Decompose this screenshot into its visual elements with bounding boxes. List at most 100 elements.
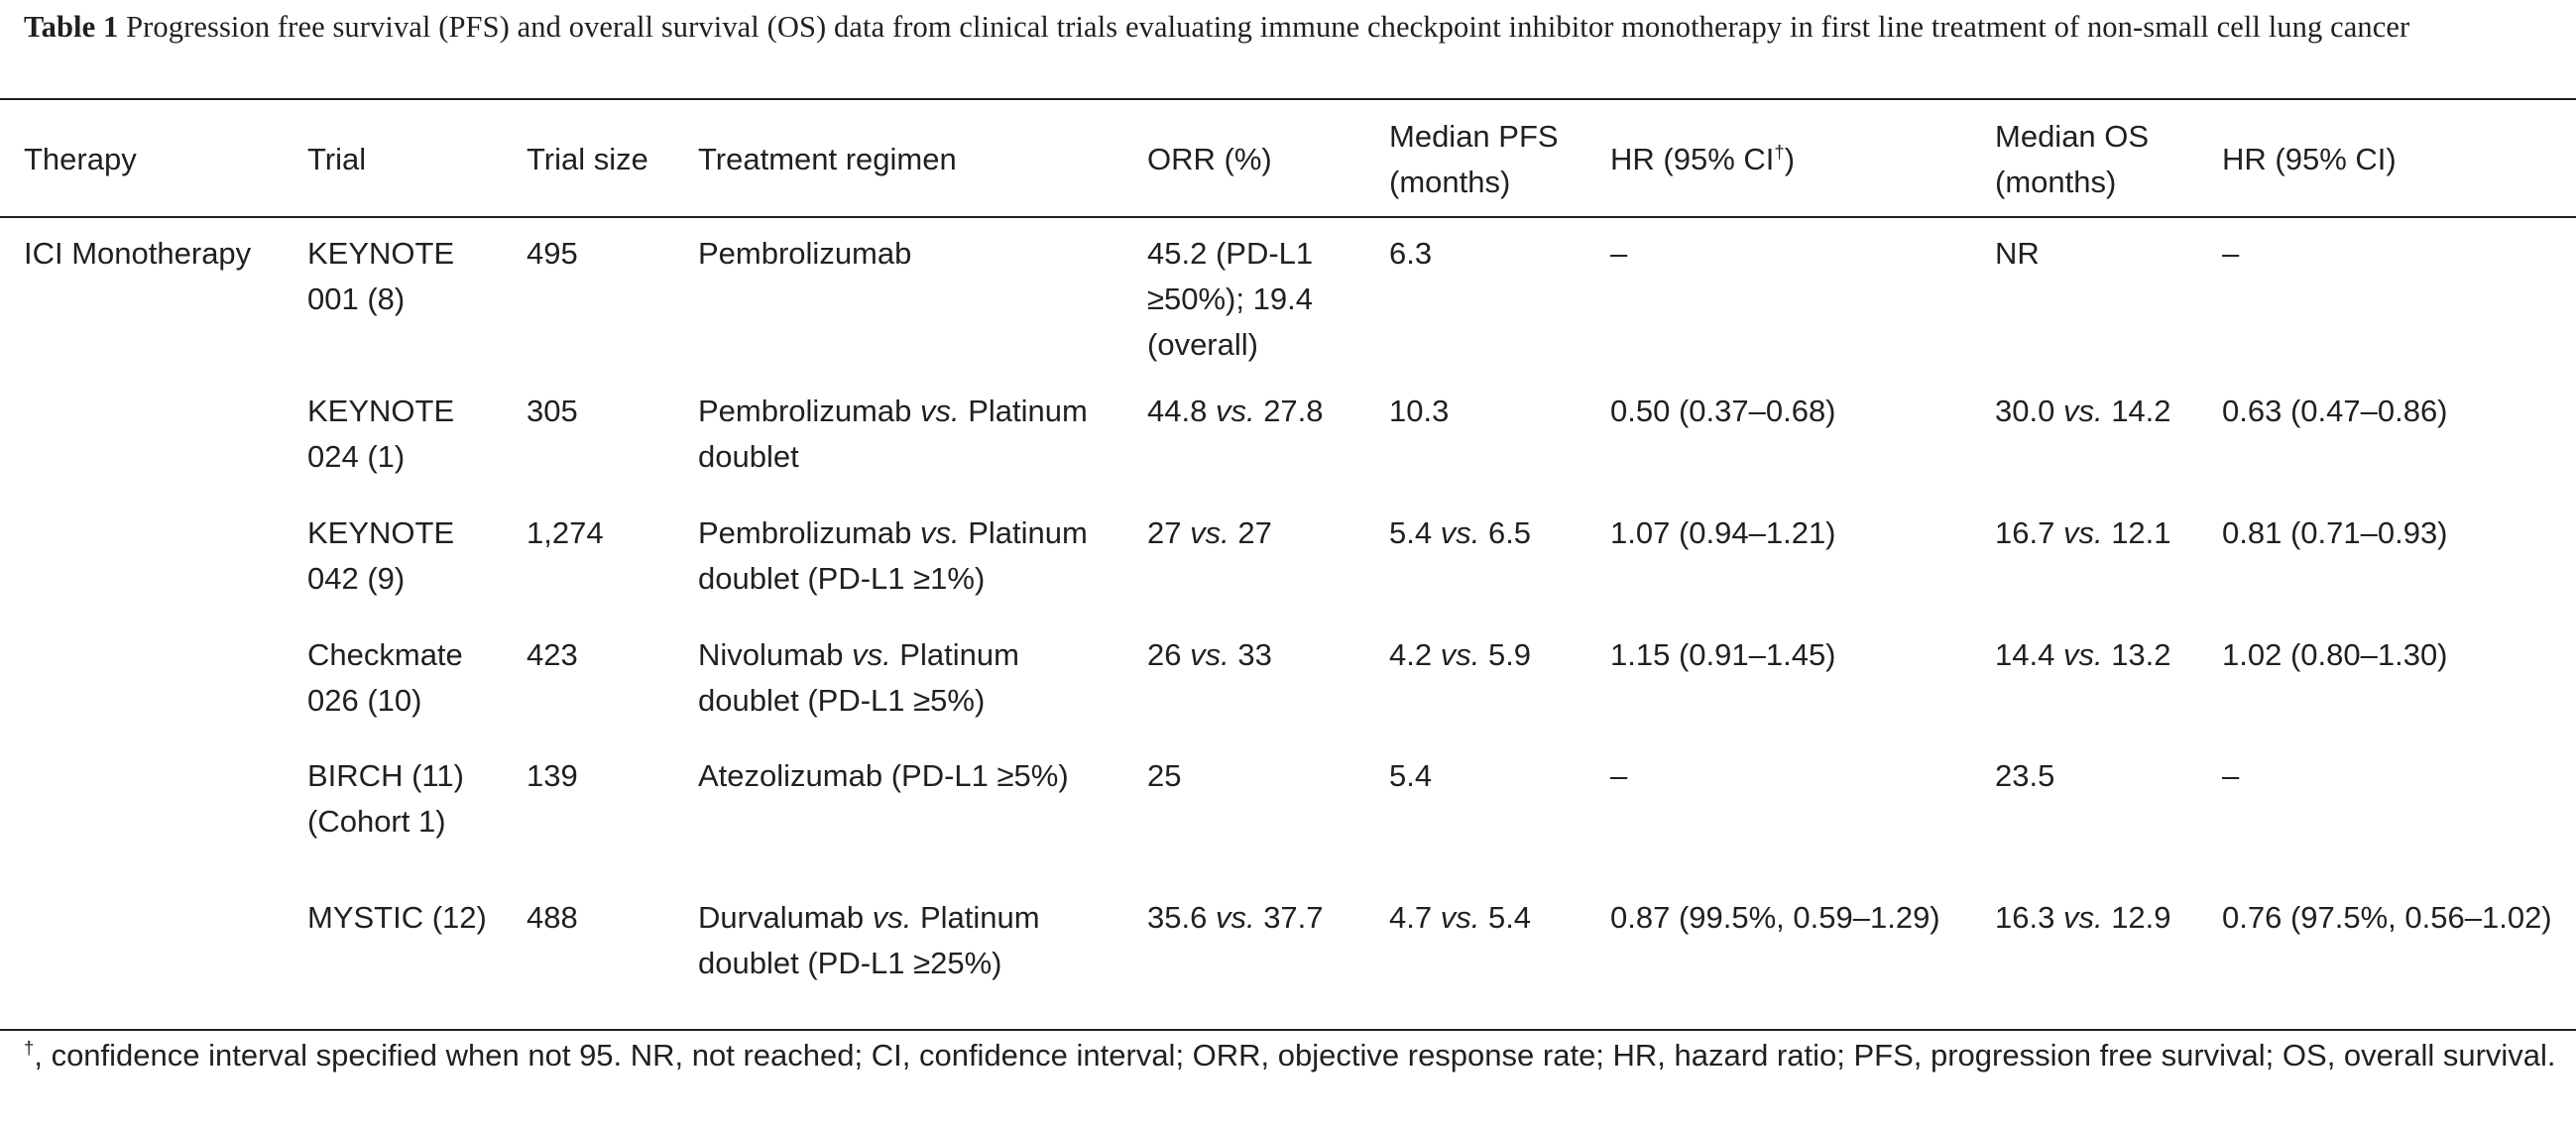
header-hr-pfs-text: HR (95% CI bbox=[1610, 142, 1775, 176]
cell-median-pfs: 10.3 bbox=[1389, 389, 1449, 434]
cell-line: 27 vs. 27 bbox=[1147, 515, 1272, 550]
cell-trial-size: 423 bbox=[527, 632, 578, 678]
cell-median-os: NR bbox=[1995, 231, 2040, 277]
cell-line: 45.2 (PD-L1 bbox=[1147, 236, 1314, 271]
table-caption: Table 1 Progression free survival (PFS) … bbox=[24, 4, 2562, 50]
cell-hr-os: – bbox=[2222, 231, 2239, 277]
cell-line: 001 (8) bbox=[307, 282, 406, 316]
cell-line: 139 bbox=[527, 758, 578, 793]
cell-line: 26 vs. 33 bbox=[1147, 637, 1272, 672]
cell-median-os: 16.7 vs. 12.1 bbox=[1995, 510, 2171, 556]
cell-line: 488 bbox=[527, 900, 578, 935]
cell-line: 10.3 bbox=[1389, 394, 1450, 428]
cell-hr-os: – bbox=[2222, 753, 2239, 799]
cell-hr-pfs: 0.50 (0.37–0.68) bbox=[1610, 389, 1836, 434]
cell-trial-size: 488 bbox=[527, 895, 578, 941]
cell-line: doublet (PD-L1 ≥1%) bbox=[698, 561, 986, 596]
dagger-mark: † bbox=[1774, 141, 1785, 163]
cell-orr: 25 bbox=[1147, 753, 1181, 799]
cell-line: BIRCH (11) bbox=[307, 758, 464, 793]
cell-line: KEYNOTE bbox=[307, 515, 455, 550]
header-trial: Trial bbox=[307, 142, 367, 176]
cell-trial: BIRCH (11) (Cohort 1) bbox=[307, 753, 464, 845]
header-hr-pfs: HR (95% CI†) bbox=[1610, 137, 1795, 182]
cell-line: – bbox=[1610, 758, 1628, 793]
cell-orr: 45.2 (PD-L1 ≥50%); 19.4 (overall) bbox=[1147, 231, 1313, 368]
cell-treatment-regimen: Nivolumab vs. Platinum doublet (PD-L1 ≥5%… bbox=[698, 632, 1019, 724]
cell-line: doublet (PD-L1 ≥25%) bbox=[698, 946, 1002, 980]
cell-trial: KEYNOTE 024 (1) bbox=[307, 389, 454, 480]
cell-line: 16.3 vs. 12.9 bbox=[1995, 900, 2171, 935]
cell-line: 1,274 bbox=[527, 515, 604, 550]
cell-line: 423 bbox=[527, 637, 578, 672]
cell-trial: KEYNOTE 042 (9) bbox=[307, 510, 454, 602]
cell-treatment-regimen: Pembrolizumab vs. Platinum doublet bbox=[698, 389, 1088, 480]
header-orr: ORR (%) bbox=[1147, 142, 1272, 176]
cell-line: Durvalumab vs. Platinum bbox=[698, 900, 1040, 935]
cell-line: 30.0 vs. 14.2 bbox=[1995, 394, 2171, 428]
cell-hr-pfs: 0.87 (99.5%, 0.59–1.29) bbox=[1610, 895, 1940, 941]
header-median-pfs-line1: Median PFS bbox=[1389, 119, 1559, 154]
header-median-pfs-line2: (months) bbox=[1389, 165, 1511, 199]
cell-line: KEYNOTE bbox=[307, 394, 455, 428]
header-median-pfs: Median PFS (months) bbox=[1389, 114, 1559, 205]
cell-line: KEYNOTE bbox=[307, 236, 455, 271]
header-treatment-regimen: Treatment regimen bbox=[698, 142, 957, 176]
cell-line: 026 (10) bbox=[307, 683, 422, 718]
cell-hr-os: 0.81 (0.71–0.93) bbox=[2222, 510, 2448, 556]
cell-line: ICI Monotherapy bbox=[24, 236, 252, 271]
cell-line: 0.76 (97.5%, 0.56–1.02) bbox=[2222, 900, 2552, 935]
cell-hr-os: 0.76 (97.5%, 0.56–1.02) bbox=[2222, 895, 2552, 941]
cell-line: 042 (9) bbox=[307, 561, 406, 596]
cell-median-pfs: 5.4 bbox=[1389, 753, 1432, 799]
header-median-os: Median OS (months) bbox=[1995, 114, 2149, 205]
cell-line: 495 bbox=[527, 236, 578, 271]
cell-median-os: 14.4 vs. 13.2 bbox=[1995, 632, 2171, 678]
cell-therapy: ICI Monotherapy bbox=[24, 231, 251, 277]
cell-line: 024 (1) bbox=[307, 439, 406, 474]
cell-line: – bbox=[2222, 236, 2240, 271]
cell-line: 16.7 vs. 12.1 bbox=[1995, 515, 2171, 550]
cell-line: 44.8 vs. 27.8 bbox=[1147, 394, 1324, 428]
cell-hr-pfs: – bbox=[1610, 753, 1627, 799]
cell-hr-pfs: – bbox=[1610, 231, 1627, 277]
cell-line: 4.7 vs. 5.4 bbox=[1389, 900, 1532, 935]
footnote-text: , confidence interval specified when not… bbox=[34, 1038, 2556, 1073]
cell-median-pfs: 4.7 vs. 5.4 bbox=[1389, 895, 1531, 941]
cell-line: 0.87 (99.5%, 0.59–1.29) bbox=[1610, 900, 1940, 935]
cell-trial-size: 1,274 bbox=[527, 510, 604, 556]
cell-line: 35.6 vs. 37.7 bbox=[1147, 900, 1324, 935]
cell-line: 25 bbox=[1147, 758, 1182, 793]
cell-line: doublet bbox=[698, 439, 799, 474]
cell-line: Pembrolizumab vs. Platinum bbox=[698, 394, 1088, 428]
cell-line: Pembrolizumab vs. Platinum bbox=[698, 515, 1088, 550]
cell-line: 14.4 vs. 13.2 bbox=[1995, 637, 2171, 672]
cell-median-pfs: 6.3 bbox=[1389, 231, 1432, 277]
cell-line: 0.63 (0.47–0.86) bbox=[2222, 394, 2448, 428]
footnote-dagger: † bbox=[24, 1037, 35, 1059]
cell-treatment-regimen: Pembrolizumab bbox=[698, 231, 911, 277]
cell-line: Nivolumab vs. Platinum bbox=[698, 637, 1019, 672]
cell-line: 0.81 (0.71–0.93) bbox=[2222, 515, 2448, 550]
cell-line: 1.02 (0.80–1.30) bbox=[2222, 637, 2448, 672]
cell-line: 4.2 vs. 5.9 bbox=[1389, 637, 1532, 672]
table-footnote: †, confidence interval specified when no… bbox=[24, 1033, 2562, 1078]
cell-line: 305 bbox=[527, 394, 578, 428]
cell-line: 6.3 bbox=[1389, 236, 1433, 271]
cell-line: (Cohort 1) bbox=[307, 804, 446, 839]
cell-trial-size: 495 bbox=[527, 231, 578, 277]
header-bottom-rule bbox=[0, 216, 2576, 218]
cell-orr: 27 vs. 27 bbox=[1147, 510, 1272, 556]
cell-treatment-regimen: Durvalumab vs. Platinum doublet (PD-L1 ≥2… bbox=[698, 895, 1040, 986]
cell-median-pfs: 5.4 vs. 6.5 bbox=[1389, 510, 1531, 556]
cell-line: NR bbox=[1995, 236, 2040, 271]
cell-median-os: 23.5 bbox=[1995, 753, 2054, 799]
header-therapy: Therapy bbox=[24, 142, 137, 176]
table-top-rule bbox=[0, 98, 2576, 100]
cell-line: (overall) bbox=[1147, 327, 1258, 362]
cell-trial: KEYNOTE 001 (8) bbox=[307, 231, 454, 322]
cell-line: 0.50 (0.37–0.68) bbox=[1610, 394, 1836, 428]
cell-line: doublet (PD-L1 ≥5%) bbox=[698, 683, 986, 718]
header-median-os-line2: (months) bbox=[1995, 165, 2117, 199]
cell-treatment-regimen: Atezolizumab (PD-L1 ≥5%) bbox=[698, 753, 1069, 799]
